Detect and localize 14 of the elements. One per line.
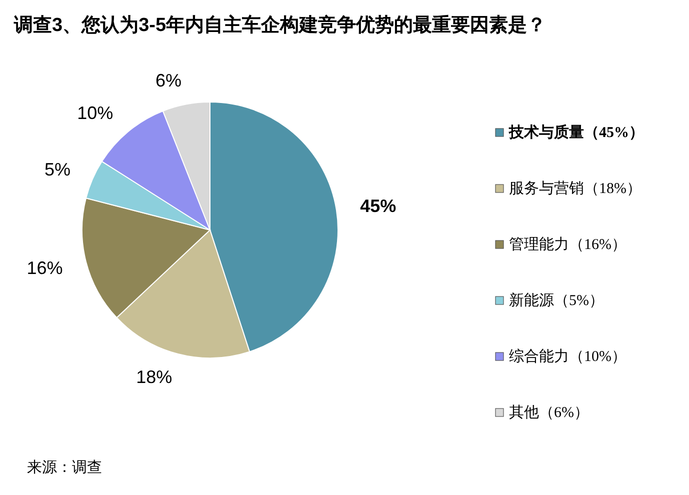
data-label: 10% — [77, 102, 114, 123]
legend-label: 服务与营销（18%） — [509, 180, 642, 198]
data-label: 18% — [136, 367, 172, 388]
legend-label: 其他（6%） — [509, 404, 589, 422]
data-label: 45% — [360, 196, 396, 216]
source-note: 来源：调查 — [27, 458, 102, 477]
data-label: 6% — [156, 70, 182, 91]
legend-label: 技术与质量（45%） — [509, 123, 644, 142]
data-label: 16% — [26, 258, 63, 278]
data-label: 5% — [44, 160, 70, 180]
legend-label: 综合能力（10%） — [509, 348, 626, 366]
legend-label: 管理能力（16%） — [509, 236, 626, 254]
chart-title: 调查3、您认为3-5年内自主车企构建竞争优势的最重要因素是？ — [14, 14, 546, 38]
legend-label: 新能源（5%） — [509, 292, 604, 310]
